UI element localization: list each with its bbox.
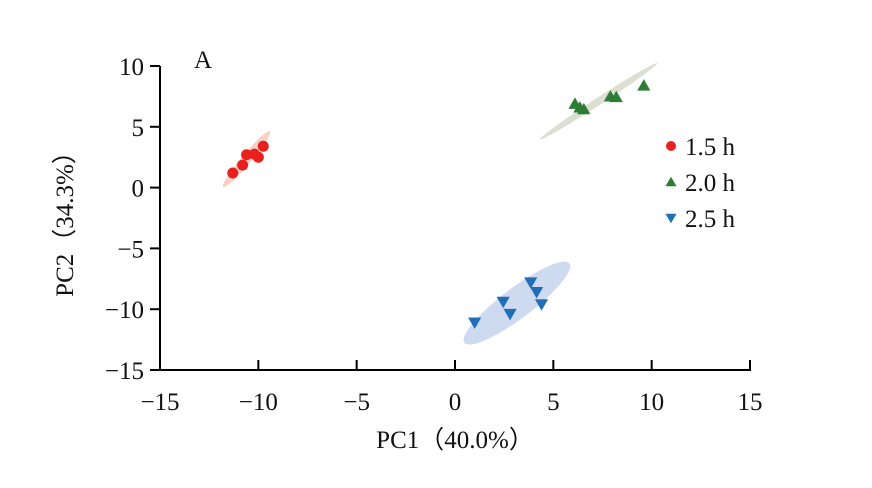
y-tick-label: 0 — [132, 176, 145, 203]
x-tick-label: 10 — [639, 389, 664, 416]
x-tick-label: −5 — [343, 389, 370, 416]
point-series-2 — [530, 287, 544, 299]
legend-item-0: 1.5 h — [666, 134, 736, 161]
legend-marker-0 — [666, 141, 676, 151]
y-tick-label: −15 — [105, 358, 144, 385]
legend: 1.5 h 2.0 h 2.5 h — [665, 134, 736, 233]
x-tick-label: 0 — [449, 389, 462, 416]
ellipse-series-2 — [463, 261, 571, 345]
legend-label-2: 2.5 h — [685, 206, 736, 233]
x-tick-label: −10 — [239, 389, 278, 416]
point-series-0 — [227, 167, 239, 179]
data-points — [227, 79, 651, 329]
legend-marker-2 — [665, 213, 677, 224]
point-series-0 — [241, 149, 253, 161]
x-tick-label: −15 — [140, 389, 179, 416]
y-axis-title: PC2（34.3%） — [51, 139, 79, 297]
x-axis-title: PC1（40.0%） — [376, 426, 534, 454]
point-series-2 — [503, 308, 517, 321]
legend-label-0: 1.5 h — [685, 134, 736, 161]
panel-label: A — [194, 47, 212, 74]
y-tick-label: 10 — [119, 54, 144, 81]
point-series-1 — [609, 90, 623, 103]
x-tick-label: 5 — [547, 389, 560, 416]
legend-label-1: 2.0 h — [685, 170, 736, 197]
point-series-2 — [524, 277, 538, 289]
point-series-1 — [637, 79, 651, 91]
confidence-ellipses — [222, 63, 658, 345]
point-series-0 — [237, 159, 249, 171]
legend-item-2: 2.5 h — [665, 206, 736, 233]
ellipse-series-1 — [539, 63, 658, 140]
point-series-0 — [252, 151, 264, 163]
y-tick-label: −5 — [117, 236, 144, 263]
point-series-0 — [257, 140, 269, 152]
point-series-1 — [577, 102, 591, 115]
axes: −15 −10 −5 0 5 10 15 −15 −10 −5 0 5 10 — [105, 54, 763, 416]
x-tick-label: 15 — [738, 389, 763, 416]
point-series-2 — [534, 299, 549, 311]
legend-marker-1 — [665, 176, 677, 187]
y-tick-label: 5 — [132, 115, 145, 142]
legend-item-1: 2.0 h — [665, 170, 736, 197]
y-tick-label: −10 — [105, 297, 144, 324]
point-series-2 — [496, 296, 510, 309]
point-series-2 — [468, 317, 482, 329]
